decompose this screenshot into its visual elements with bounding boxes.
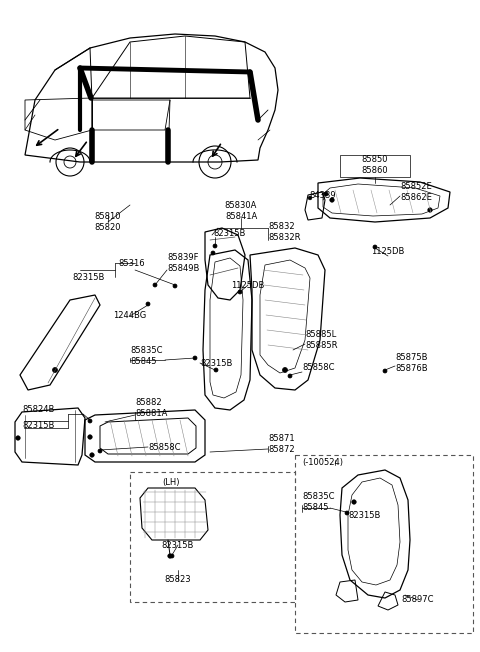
Text: 1125DB: 1125DB bbox=[372, 248, 405, 256]
Circle shape bbox=[288, 374, 292, 378]
Text: 85835C
85845: 85835C 85845 bbox=[302, 492, 335, 512]
Circle shape bbox=[173, 284, 177, 288]
Circle shape bbox=[428, 208, 432, 212]
Bar bbox=[340, 155, 410, 177]
Circle shape bbox=[308, 196, 312, 200]
Circle shape bbox=[238, 290, 242, 294]
Circle shape bbox=[213, 244, 217, 248]
Text: 85871
85872: 85871 85872 bbox=[268, 434, 295, 454]
Text: 85835C
85845: 85835C 85845 bbox=[130, 346, 163, 366]
Text: 85823: 85823 bbox=[165, 576, 192, 584]
Circle shape bbox=[153, 283, 157, 287]
Circle shape bbox=[98, 449, 102, 453]
Text: 84339: 84339 bbox=[310, 192, 336, 201]
Circle shape bbox=[330, 198, 334, 202]
Text: 85850
85860: 85850 85860 bbox=[362, 155, 388, 175]
Text: 1244BG: 1244BG bbox=[113, 312, 146, 321]
Text: 85875B
85876B: 85875B 85876B bbox=[395, 353, 428, 373]
Text: (-100524): (-100524) bbox=[302, 458, 343, 467]
Text: 85852E
85862E: 85852E 85862E bbox=[400, 183, 432, 201]
Circle shape bbox=[88, 435, 92, 439]
Circle shape bbox=[88, 419, 92, 423]
Circle shape bbox=[383, 369, 387, 373]
Circle shape bbox=[52, 368, 58, 372]
Text: 85897C: 85897C bbox=[402, 595, 434, 604]
Text: 85839F
85849B: 85839F 85849B bbox=[167, 253, 199, 273]
Text: 82315B: 82315B bbox=[213, 230, 245, 239]
Text: 82315B: 82315B bbox=[72, 273, 104, 282]
Circle shape bbox=[373, 245, 377, 249]
Circle shape bbox=[146, 302, 150, 306]
Text: 85882
85881A: 85882 85881A bbox=[135, 398, 168, 418]
Text: (LH): (LH) bbox=[162, 477, 180, 486]
Circle shape bbox=[168, 554, 172, 558]
Text: 85316: 85316 bbox=[118, 258, 144, 267]
Circle shape bbox=[90, 452, 94, 457]
Circle shape bbox=[16, 436, 20, 440]
Circle shape bbox=[170, 554, 174, 558]
Bar bbox=[130, 472, 295, 602]
Text: 85824B: 85824B bbox=[22, 406, 54, 415]
Text: 85885L
85885R: 85885L 85885R bbox=[305, 331, 337, 349]
Circle shape bbox=[211, 251, 215, 255]
Text: 82315B: 82315B bbox=[22, 421, 54, 430]
Circle shape bbox=[193, 356, 197, 360]
Bar bbox=[295, 455, 473, 633]
Text: 82315B: 82315B bbox=[348, 512, 380, 520]
Text: 1125DB: 1125DB bbox=[231, 280, 264, 289]
Text: 85858C: 85858C bbox=[148, 443, 180, 451]
Circle shape bbox=[214, 368, 218, 372]
Circle shape bbox=[352, 500, 356, 504]
Text: 85810
85820: 85810 85820 bbox=[95, 213, 121, 231]
Circle shape bbox=[283, 368, 288, 372]
Circle shape bbox=[345, 511, 349, 515]
Text: 85830A
85841A: 85830A 85841A bbox=[225, 201, 257, 220]
Text: 82315B: 82315B bbox=[200, 359, 232, 368]
Text: 82315B: 82315B bbox=[162, 541, 194, 550]
Circle shape bbox=[324, 192, 328, 196]
Text: 85832
85832R: 85832 85832R bbox=[268, 222, 300, 242]
Text: 85858C: 85858C bbox=[302, 364, 335, 372]
